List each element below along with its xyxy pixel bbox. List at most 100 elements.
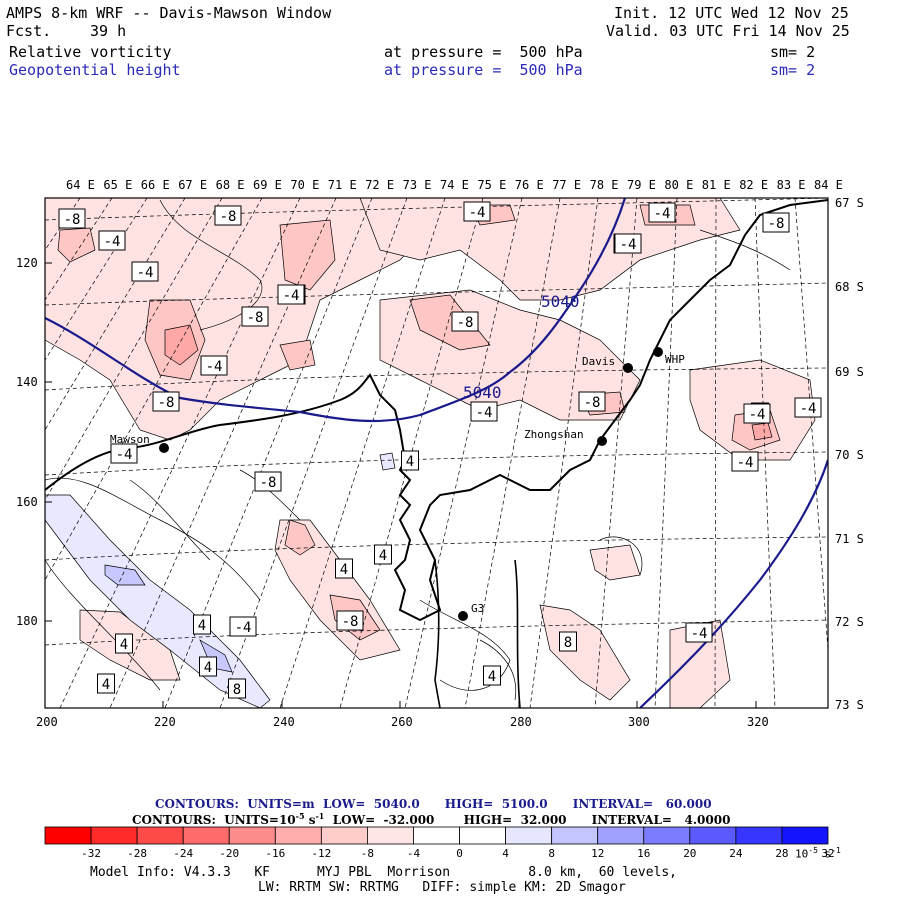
lat-label: 68 S — [835, 280, 864, 294]
colorbar-units-s: s — [817, 847, 832, 861]
station-label: WHP — [665, 353, 685, 366]
vorticity-label: -4 — [110, 443, 138, 464]
vorticity-label: -8 — [58, 208, 86, 229]
height-label: 5040 — [463, 383, 502, 402]
station-marker — [653, 347, 663, 357]
vorticity-label: -8 — [254, 471, 282, 492]
lon-label: 83 E — [777, 178, 806, 192]
x-tick-label: 300 — [628, 715, 650, 729]
colorbar-swatch — [505, 826, 553, 845]
field2-smoothing: sm= 2 — [770, 61, 816, 79]
model-info-physics: LW: RRTM SW: RRTMG DIFF: simple KM: 2D S… — [258, 880, 626, 895]
lon-label: 76 E — [515, 178, 544, 192]
field1-smoothing: sm= 2 — [770, 43, 816, 61]
station-label: Zhongshan — [524, 428, 584, 441]
svg-text:4: 4 — [379, 548, 387, 564]
lon-label: 73 E — [403, 178, 432, 192]
vorticity-label: 4 — [374, 544, 392, 565]
field1-level: at pressure = 500 hPa — [384, 43, 583, 61]
svg-text:-4: -4 — [116, 447, 133, 463]
vorticity-label: -4 — [614, 233, 642, 254]
lon-label: 81 E — [702, 178, 731, 192]
colorbar-swatch — [781, 826, 829, 845]
svg-text:8: 8 — [233, 682, 241, 698]
x-axis-ticks: 200 220 240 260 280 300 320 — [36, 701, 769, 729]
height-contour-5040-east — [639, 459, 828, 708]
svg-text:-8: -8 — [584, 395, 601, 411]
vorticity-label: -4 — [131, 261, 159, 282]
lat-label: 71 S — [835, 532, 864, 546]
latitude-labels: 67 S 68 S 69 S 70 S 71 S 72 S 73 S — [835, 196, 864, 712]
x-tick-label: 320 — [747, 715, 769, 729]
vorticity-label: 4 — [335, 558, 353, 579]
station-marker — [623, 363, 633, 373]
lon-label: 84 E — [814, 178, 843, 192]
colorbar-units-exp: -5 — [808, 846, 818, 855]
svg-text:-8: -8 — [158, 395, 175, 411]
lon-label: 67 E — [178, 178, 207, 192]
colorbar-swatch — [551, 826, 599, 845]
x-tick-label: 280 — [510, 715, 532, 729]
svg-text:-4: -4 — [800, 401, 817, 417]
svg-text:-8: -8 — [220, 209, 237, 225]
vorticity-label: 4 — [483, 665, 501, 686]
svg-text:-8: -8 — [768, 216, 785, 232]
colorbar-tick-label: -20 — [219, 847, 239, 860]
ice-divide-2 — [514, 559, 521, 708]
vorticity-label: -4 — [685, 622, 713, 643]
station-marker — [458, 611, 468, 621]
colorbar-tick-label: 32 — [821, 847, 834, 860]
colorbar: -32 -28 -24 -20 -16 -12 -8 -4 0 4 8 12 16 20 24 28 32 — [44, 826, 835, 860]
y-tick-label: 140 — [16, 375, 38, 389]
colorbar-swatch — [689, 826, 737, 845]
svg-text:-8: -8 — [342, 614, 359, 630]
vorticity-label: 4 — [193, 614, 211, 635]
colorbar-tick-label: -4 — [407, 847, 421, 860]
colorbar-units-exp2: -1 — [831, 846, 841, 855]
lon-label: 71 E — [328, 178, 357, 192]
colorbar-units-base: 10 — [795, 847, 809, 861]
svg-text:4: 4 — [340, 562, 348, 578]
contours-vorticity-rest: LOW= -32.000 HIGH= 32.000 INTERVAL= 4.00… — [324, 813, 731, 827]
vorticity-shading-positive-strong — [104, 564, 233, 673]
svg-text:-4: -4 — [104, 234, 121, 250]
colorbar-tick-label: -8 — [361, 847, 374, 860]
colorbar-swatch — [597, 826, 645, 845]
colorbar-tick-label: -28 — [127, 847, 147, 860]
lat-label: 73 S — [835, 698, 864, 712]
colorbar-swatch — [44, 826, 92, 845]
stations: Mawson Davis WHP Zhongshan G3 — [110, 347, 685, 621]
vorticity-label: -4 — [463, 201, 491, 222]
ice-divide — [434, 559, 441, 708]
contours-vorticity-exp2: -1 — [315, 811, 325, 821]
x-tick-label: 240 — [273, 715, 295, 729]
svg-text:-8: -8 — [64, 212, 81, 228]
y-tick-label: 120 — [16, 256, 38, 270]
lon-label: 69 E — [253, 178, 282, 192]
height-labels: 5040 5040 — [463, 292, 580, 402]
vorticity-label: 4 — [199, 656, 217, 677]
station-label: G3 — [471, 602, 484, 615]
forecast-hour: 39 h — [90, 22, 127, 40]
svg-text:8: 8 — [564, 635, 572, 651]
svg-text:-4: -4 — [737, 455, 754, 471]
coastline — [45, 199, 828, 622]
lat-label: 67 S — [835, 196, 864, 210]
lat-label: 72 S — [835, 615, 864, 629]
valid-time: Valid. 03 UTC Fri 14 Nov 25 — [606, 22, 850, 40]
colorbar-tick-label: 20 — [683, 847, 696, 860]
lon-label: 77 E — [552, 178, 581, 192]
svg-text:4: 4 — [488, 669, 496, 685]
vorticity-label: -4 — [731, 451, 759, 472]
svg-text:-4: -4 — [283, 288, 300, 304]
colorbar-swatch — [643, 826, 691, 845]
colorbar-tick-label: -32 — [81, 847, 101, 860]
contours-vorticity-info: CONTOURS: UNITS=10-5 s-1 LOW= -32.000 HI… — [132, 811, 730, 827]
colorbar-swatch — [274, 826, 322, 845]
vorticity-label: -4 — [794, 397, 822, 418]
vorticity-label: -4 — [98, 230, 126, 251]
contours-vorticity-s: s — [304, 813, 316, 827]
y-tick-label: 180 — [16, 614, 38, 628]
vorticity-label: -4 — [277, 284, 305, 305]
lat-label: 69 S — [835, 365, 864, 379]
